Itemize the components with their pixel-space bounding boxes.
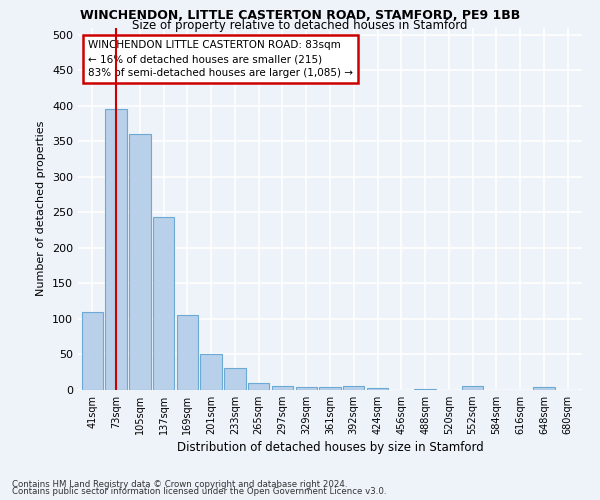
- Text: WINCHENDON LITTLE CASTERTON ROAD: 83sqm
← 16% of detached houses are smaller (21: WINCHENDON LITTLE CASTERTON ROAD: 83sqm …: [88, 40, 353, 78]
- Text: Contains HM Land Registry data © Crown copyright and database right 2024.: Contains HM Land Registry data © Crown c…: [12, 480, 347, 489]
- Bar: [343, 386, 364, 390]
- Bar: [533, 387, 554, 390]
- Bar: [248, 383, 269, 390]
- Text: WINCHENDON, LITTLE CASTERTON ROAD, STAMFORD, PE9 1BB: WINCHENDON, LITTLE CASTERTON ROAD, STAMF…: [80, 9, 520, 22]
- Bar: [82, 312, 103, 390]
- Bar: [296, 387, 317, 390]
- Bar: [224, 368, 245, 390]
- Text: Size of property relative to detached houses in Stamford: Size of property relative to detached ho…: [132, 19, 468, 32]
- Bar: [106, 109, 127, 390]
- X-axis label: Distribution of detached houses by size in Stamford: Distribution of detached houses by size …: [176, 442, 484, 454]
- Bar: [129, 134, 151, 390]
- Bar: [176, 316, 198, 390]
- Text: Contains public sector information licensed under the Open Government Licence v3: Contains public sector information licen…: [12, 487, 386, 496]
- Bar: [319, 387, 341, 390]
- Bar: [153, 218, 174, 390]
- Y-axis label: Number of detached properties: Number of detached properties: [37, 121, 46, 296]
- Bar: [367, 388, 388, 390]
- Bar: [200, 354, 222, 390]
- Bar: [272, 386, 293, 390]
- Bar: [462, 386, 484, 390]
